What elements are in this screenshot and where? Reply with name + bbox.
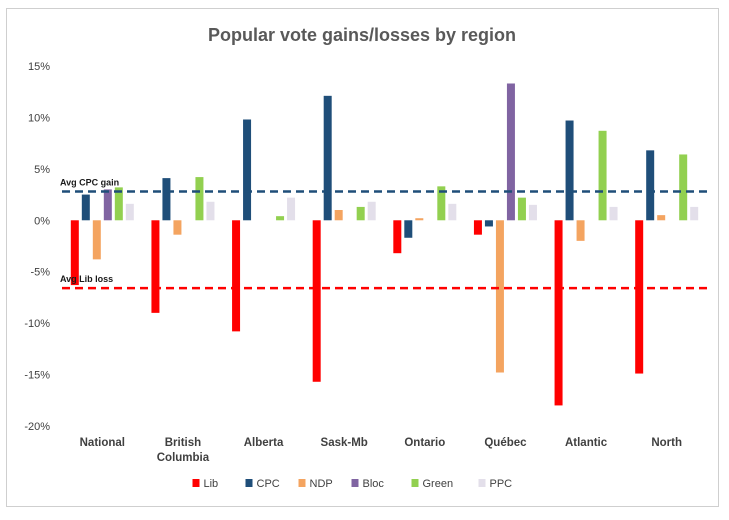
legend-label-green: Green [423,478,454,490]
bar-ndp-1 [173,220,182,235]
chart-title: Popular vote gains/losses by region [208,25,516,45]
y-tick-label: -10% [24,318,50,330]
bar-green-0 [114,187,123,221]
bar-ndp-5 [495,220,504,373]
bar-cpc-4 [404,220,413,238]
bar-lib-2 [232,220,241,332]
x-category-label: North [651,437,682,449]
x-axis: National British Columbia Alberta Sask-Mb Ont… [80,437,682,464]
x-category-label: Atlantic [565,437,608,449]
bar-bloc-5 [506,83,515,221]
bar-ppc-1 [206,201,215,221]
bar-lib-7 [635,220,644,374]
legend-label-ppc: PPC [490,478,513,490]
y-tick-label: 0% [34,215,50,227]
bar-lib-0 [70,220,79,286]
x-category-label: Sask-Mb [321,437,368,449]
legend-label-lib: Lib [204,478,219,490]
bar-ndp-4 [415,218,424,221]
bar-cpc-6 [565,120,574,221]
bar-green-6 [598,130,607,221]
x-category-label: Québec [484,437,527,449]
bar-lib-3 [312,220,321,382]
bar-lib-1 [151,220,160,313]
bar-lib-5 [473,220,482,235]
legend-swatch-ppc [478,479,486,487]
bar-bloc-0 [103,189,112,221]
y-tick-label: 5% [34,164,50,176]
reference-line-label: Avg Lib loss [60,274,113,284]
bar-ppc-5 [528,204,537,221]
legend-swatch-bloc [351,479,359,487]
x-category-label: British Columbia [157,437,210,464]
bar-ppc-4 [448,203,457,221]
x-category-label: National [80,437,125,449]
bar-ppc-7 [690,206,699,221]
bar-ppc-3 [367,201,376,221]
x-category-label: Ontario [404,437,445,449]
y-tick-label: -15% [24,370,50,382]
bar-lib-4 [393,220,402,254]
bar-green-3 [356,206,365,221]
y-tick-label: -20% [24,421,50,433]
bar-green-4 [437,186,446,221]
legend-swatch-ndp [298,479,306,487]
bar-cpc-5 [484,220,493,227]
x-category-label: Alberta [244,437,284,449]
bar-ppc-2 [287,197,296,221]
legend-label-cpc: CPC [257,478,280,490]
reference-lines: Avg CPC gain Avg Lib loss [60,177,707,290]
y-tick-label: -5% [30,267,50,279]
bar-cpc-1 [162,178,171,221]
bar-green-5 [517,197,526,221]
bar-cpc-0 [81,194,90,221]
bar-ndp-0 [92,220,101,260]
legend-swatch-cpc [245,479,253,487]
reference-line-label: Avg CPC gain [60,177,119,187]
bar-lib-6 [554,220,563,406]
bar-cpc-2 [243,119,252,221]
chart-frame: Popular vote gains/losses by region 15% 1… [6,8,719,507]
legend: Lib CPC NDP Bloc Green PPC [192,478,513,490]
bar-cpc-7 [646,150,655,221]
bars [70,83,699,406]
bar-cpc-3 [323,95,332,221]
legend-label-bloc: Bloc [363,478,385,490]
y-tick-label: 10% [28,112,50,124]
legend-swatch-green [411,479,419,487]
bar-ndp-3 [334,210,343,221]
legend-swatch-lib [192,479,200,487]
legend-label-ndp: NDP [310,478,333,490]
y-axis: 15% 10% 5% 0% -5% -10% -15% -20% [24,61,50,433]
bar-green-7 [679,154,688,221]
bar-ppc-0 [125,203,134,221]
bar-green-1 [195,177,204,221]
bar-ndp-7 [657,215,666,221]
bar-ndp-6 [576,220,585,241]
bar-ppc-6 [609,206,618,221]
bar-green-2 [276,216,285,221]
y-tick-label: 15% [28,61,50,73]
chart-svg: Popular vote gains/losses by region 15%1… [24,25,707,490]
